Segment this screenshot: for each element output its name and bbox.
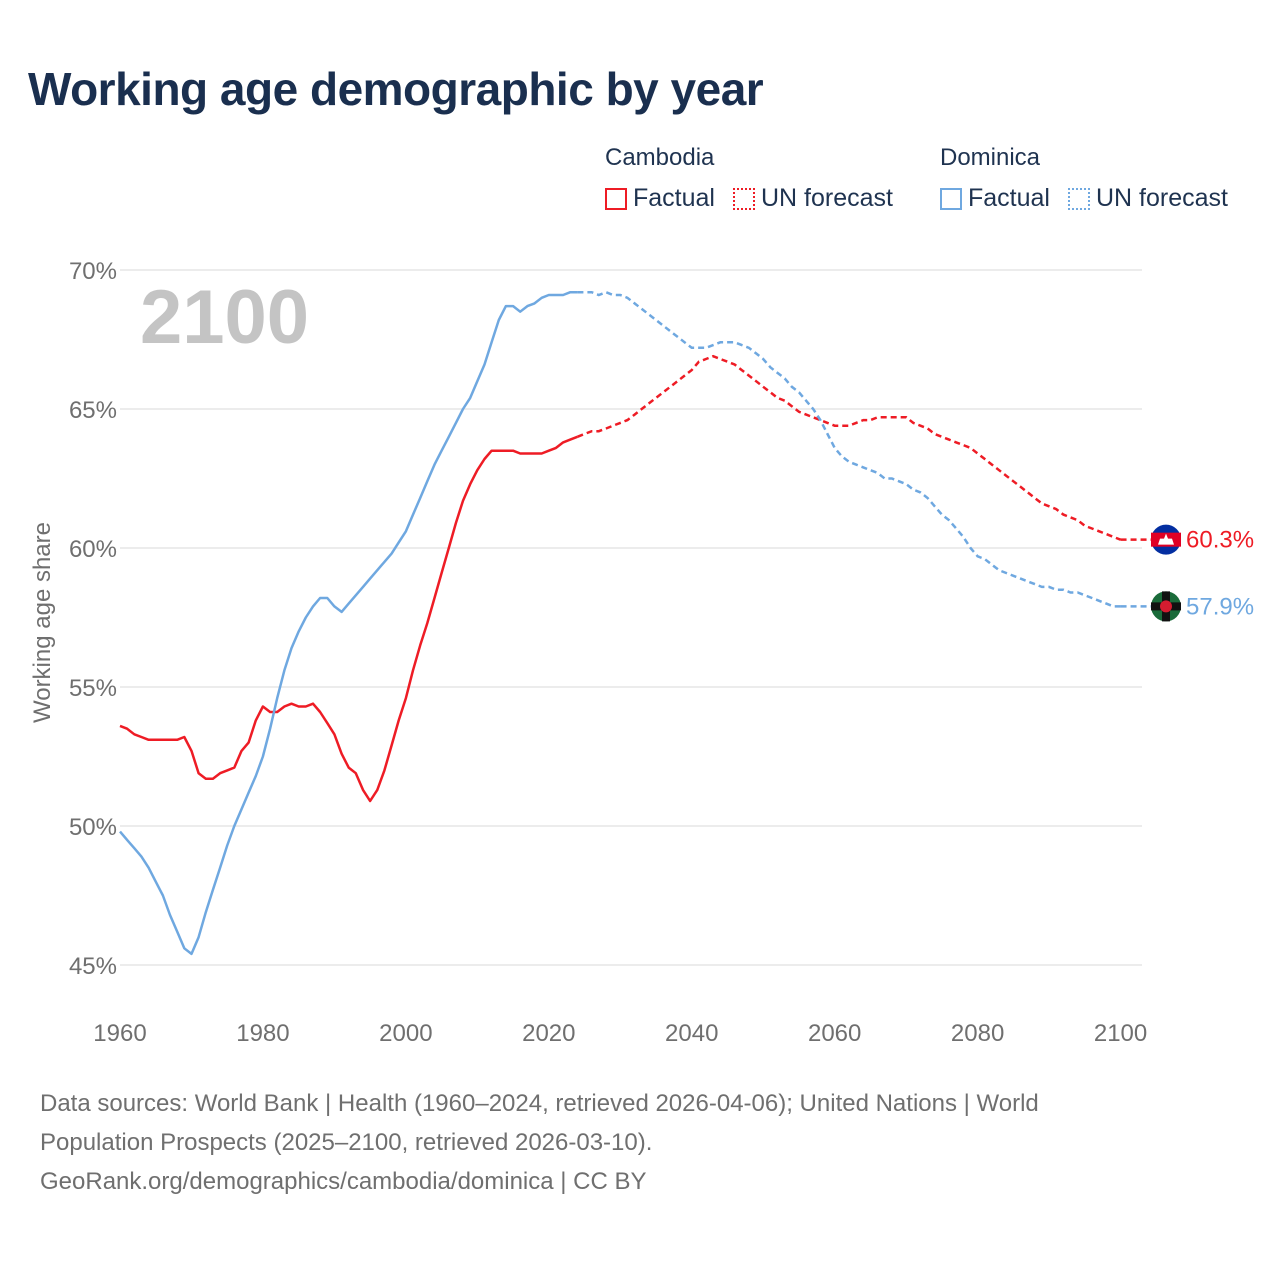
y-tick-label: 50% bbox=[69, 814, 117, 841]
x-tick-label: 1980 bbox=[236, 1020, 289, 1047]
legend-label: UN forecast bbox=[1095, 184, 1228, 212]
sources-line-1: Data sources: World Bank | Health (1960–… bbox=[40, 1090, 1039, 1117]
legend-dominica-factual[interactable]: Factual bbox=[940, 184, 1050, 213]
x-tick-label: 2000 bbox=[379, 1020, 432, 1047]
y-tick-label: 65% bbox=[69, 397, 117, 424]
x-tick-label: 2020 bbox=[522, 1020, 575, 1047]
legend-group-name: Dominica bbox=[940, 144, 1041, 171]
line-chart: 45% 50% 55% 60% 65% 70% 1960 1980 2000 2020 2040 20… bbox=[29, 258, 1254, 1047]
x-tick-label: 2040 bbox=[665, 1020, 718, 1047]
y-tick-label: 60% bbox=[69, 536, 117, 563]
legend-label: UN forecast bbox=[760, 184, 893, 212]
legend-swatch-solid bbox=[940, 187, 962, 210]
series-line-dominica-forecast bbox=[577, 290, 1121, 608]
series-line-cambodia-factual bbox=[119, 435, 578, 803]
y-tick-label: 70% bbox=[69, 258, 117, 285]
legend-label: Factual bbox=[633, 184, 715, 212]
x-tick-label: 2100 bbox=[1094, 1020, 1147, 1047]
legend-swatch-dotted bbox=[1067, 187, 1090, 210]
legend-cambodia-factual[interactable]: Factual bbox=[605, 184, 715, 213]
legend-dominica-forecast[interactable]: UN forecast bbox=[1067, 184, 1228, 213]
x-tick-label: 2060 bbox=[808, 1020, 861, 1047]
series-line-dominica-factual bbox=[119, 290, 578, 956]
legend-swatch-dotted bbox=[732, 187, 755, 210]
legend-label: Factual bbox=[968, 184, 1050, 212]
y-tick-label: 45% bbox=[69, 953, 117, 980]
legend-group-name: Cambodia bbox=[605, 144, 715, 171]
cambodia-temple-glyph bbox=[1158, 533, 1174, 545]
end-label-cambodia: 60.3% bbox=[1186, 527, 1254, 554]
y-axis-label: Working age share bbox=[29, 522, 56, 723]
legend-group-dominica: Dominica Factual UN forecast bbox=[940, 144, 1228, 213]
x-tick-label: 1960 bbox=[93, 1020, 146, 1047]
end-label-dominica: 57.9% bbox=[1186, 593, 1254, 620]
chart-title: Working age demographic by year bbox=[28, 63, 764, 115]
x-tick-label: 2080 bbox=[951, 1020, 1004, 1047]
legend-cambodia-forecast[interactable]: UN forecast bbox=[732, 184, 893, 213]
sources-line-2: Population Prospects (2025–2100, retriev… bbox=[40, 1129, 653, 1156]
legend-swatch-solid bbox=[605, 187, 627, 210]
footer: Data sources: World Bank | Health (1960–… bbox=[40, 1084, 1240, 1201]
legend-group-cambodia: Cambodia Factual UN forecast bbox=[605, 144, 893, 213]
y-tick-label: 55% bbox=[69, 675, 117, 702]
credit-link[interactable]: GeoRank.org/demographics/cambodia/domini… bbox=[40, 1168, 647, 1195]
year-watermark: 2100 bbox=[140, 275, 309, 360]
dominica-flag-disc bbox=[1160, 600, 1172, 613]
series-line-cambodia-forecast bbox=[576, 354, 1122, 541]
